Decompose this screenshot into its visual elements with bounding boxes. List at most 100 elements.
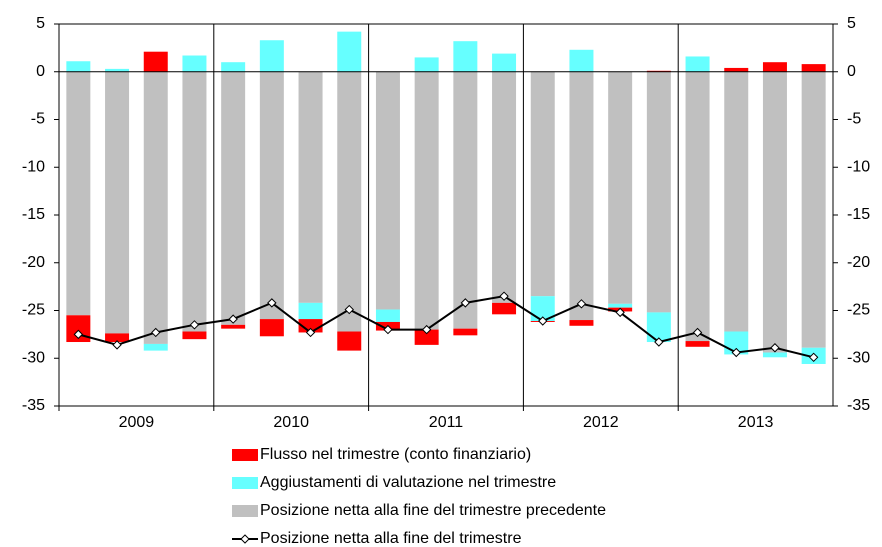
- bar: [143, 343, 168, 351]
- x-group-label: 2011: [429, 414, 464, 431]
- line-marker: [576, 299, 587, 309]
- line-marker: [151, 327, 161, 338]
- y-tick-label: -10: [22, 158, 45, 175]
- line-marker: [460, 298, 471, 308]
- legend-label: Aggiustamenti di valutazione nel trimest…: [260, 474, 556, 491]
- bar: [569, 49, 594, 72]
- bar: [182, 71, 207, 332]
- bar: [762, 62, 787, 72]
- line-marker: [73, 329, 84, 340]
- line-marker: [538, 316, 548, 326]
- line: [78, 295, 814, 359]
- bar: [221, 62, 246, 72]
- line-marker: [770, 343, 780, 353]
- bar: [105, 333, 130, 343]
- bar: [414, 71, 439, 330]
- line-marker: [499, 291, 509, 301]
- x-group-label: 2012: [583, 414, 619, 431]
- bar: [492, 302, 517, 315]
- line-marker: [654, 337, 664, 347]
- bar: [182, 331, 207, 340]
- y-tick-label: -35: [22, 397, 45, 414]
- legend-marker: [240, 534, 250, 544]
- bar: [801, 71, 826, 348]
- y2-tick-label: -35: [847, 397, 870, 414]
- line-marker: [267, 298, 277, 308]
- y2-tick-label: 5: [847, 15, 856, 32]
- line-marker: [383, 324, 393, 335]
- bar: [453, 41, 478, 72]
- bar: [646, 71, 671, 313]
- x-group-label: 2009: [119, 414, 155, 431]
- line-marker: [692, 327, 703, 338]
- x-group-label: 2013: [738, 414, 774, 431]
- bar: [646, 312, 671, 343]
- bar: [66, 61, 91, 72]
- bar: [724, 71, 749, 332]
- line-marker: [615, 307, 625, 318]
- bar: [221, 71, 246, 325]
- y-tick-label: 5: [36, 15, 45, 32]
- bar: [453, 328, 478, 336]
- bar: [569, 320, 594, 326]
- line-marker: [228, 314, 238, 324]
- bar: [337, 331, 362, 351]
- bar: [414, 57, 439, 72]
- bar: [414, 329, 439, 345]
- bar: [685, 341, 710, 347]
- y-tick-label: 0: [36, 63, 45, 80]
- bar: [182, 55, 207, 72]
- bar: [143, 71, 168, 344]
- line-marker: [112, 340, 122, 350]
- legend-label: Posizione netta alla fine del trimestre: [260, 530, 522, 547]
- y-tick-label: -20: [22, 254, 45, 271]
- bar: [762, 352, 787, 358]
- plot-frame: [58, 23, 834, 407]
- line-marker: [808, 352, 819, 363]
- bar: [259, 319, 284, 337]
- bar: [492, 71, 517, 303]
- bar: [608, 303, 633, 308]
- bar: [298, 71, 323, 303]
- line-marker: [305, 327, 316, 338]
- bar: [724, 67, 749, 72]
- legend-swatch: [232, 449, 258, 461]
- line-marker: [344, 304, 354, 315]
- bar: [375, 71, 400, 310]
- bar: [105, 71, 130, 334]
- y2-tick-label: -10: [847, 158, 870, 175]
- line-marker: [421, 324, 432, 335]
- y2-tick-label: -20: [847, 254, 870, 271]
- bar: [453, 71, 478, 329]
- bar: [66, 71, 91, 316]
- y2-tick-label: 0: [847, 63, 856, 80]
- bar: [259, 40, 284, 72]
- bar: [337, 71, 362, 332]
- bar: [298, 302, 323, 320]
- y-tick-label: -15: [22, 206, 45, 223]
- bar: [569, 71, 594, 321]
- y2-tick-label: -5: [847, 111, 861, 128]
- legend-label: Flusso nel trimestre (conto finanziario): [260, 446, 531, 463]
- line-marker: [731, 347, 741, 358]
- y2-tick-label: -30: [847, 349, 870, 366]
- bar: [530, 71, 555, 297]
- y2-tick-label: -15: [847, 206, 870, 223]
- bar: [685, 71, 710, 342]
- bar: [530, 296, 555, 322]
- legend-swatch: [232, 505, 258, 517]
- bar: [492, 53, 517, 72]
- legend-swatch: [232, 477, 258, 489]
- bar: [685, 56, 710, 72]
- y2-tick-label: -25: [847, 302, 870, 319]
- bar: [259, 71, 284, 320]
- bar: [337, 31, 362, 72]
- bar: [375, 309, 400, 322]
- y-tick-label: -5: [31, 111, 45, 128]
- legend-label: Posizione netta alla fine del trimestre …: [260, 502, 606, 519]
- y-tick-label: -30: [22, 349, 45, 366]
- bar: [105, 68, 130, 72]
- bar: [762, 71, 787, 353]
